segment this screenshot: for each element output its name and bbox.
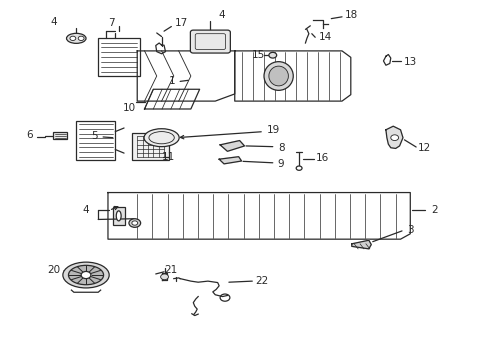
Text: 2: 2 xyxy=(430,206,437,216)
Text: 8: 8 xyxy=(277,143,284,153)
FancyBboxPatch shape xyxy=(190,30,230,53)
Ellipse shape xyxy=(116,211,121,221)
Bar xyxy=(98,39,140,76)
Text: 22: 22 xyxy=(254,276,267,286)
Text: 3: 3 xyxy=(406,225,413,235)
Ellipse shape xyxy=(78,36,84,41)
Bar xyxy=(76,121,115,160)
Ellipse shape xyxy=(66,33,86,43)
Text: 12: 12 xyxy=(417,143,430,153)
Circle shape xyxy=(268,52,276,58)
Text: 7: 7 xyxy=(108,18,115,28)
Text: 4: 4 xyxy=(82,206,89,216)
Text: 21: 21 xyxy=(164,265,178,275)
Text: 1: 1 xyxy=(169,76,175,86)
Ellipse shape xyxy=(70,36,76,41)
Circle shape xyxy=(390,135,398,140)
Text: 16: 16 xyxy=(315,153,328,163)
Text: 11: 11 xyxy=(162,152,175,162)
Bar xyxy=(53,132,67,139)
Ellipse shape xyxy=(144,129,179,147)
Polygon shape xyxy=(351,240,370,249)
Polygon shape xyxy=(385,126,402,148)
Text: 18: 18 xyxy=(345,10,358,20)
Text: 9: 9 xyxy=(277,159,284,169)
Text: 10: 10 xyxy=(122,103,135,113)
Circle shape xyxy=(132,221,138,225)
Text: 13: 13 xyxy=(403,57,416,67)
Circle shape xyxy=(81,271,91,279)
Text: 4: 4 xyxy=(218,10,224,20)
Text: 14: 14 xyxy=(318,32,331,41)
Text: 5: 5 xyxy=(91,131,98,141)
Circle shape xyxy=(160,274,168,280)
Text: 15: 15 xyxy=(251,50,264,60)
Ellipse shape xyxy=(264,62,293,90)
Text: 19: 19 xyxy=(266,125,280,135)
Ellipse shape xyxy=(63,262,109,288)
Ellipse shape xyxy=(68,265,103,285)
Text: 4: 4 xyxy=(50,17,57,27)
Polygon shape xyxy=(219,157,241,164)
Text: 17: 17 xyxy=(174,18,187,28)
Circle shape xyxy=(296,166,302,170)
Bar xyxy=(132,134,168,160)
Text: 6: 6 xyxy=(26,130,33,140)
Text: 20: 20 xyxy=(47,265,60,275)
Ellipse shape xyxy=(268,66,288,86)
Polygon shape xyxy=(220,140,244,151)
Circle shape xyxy=(129,219,141,227)
Bar xyxy=(113,207,125,225)
